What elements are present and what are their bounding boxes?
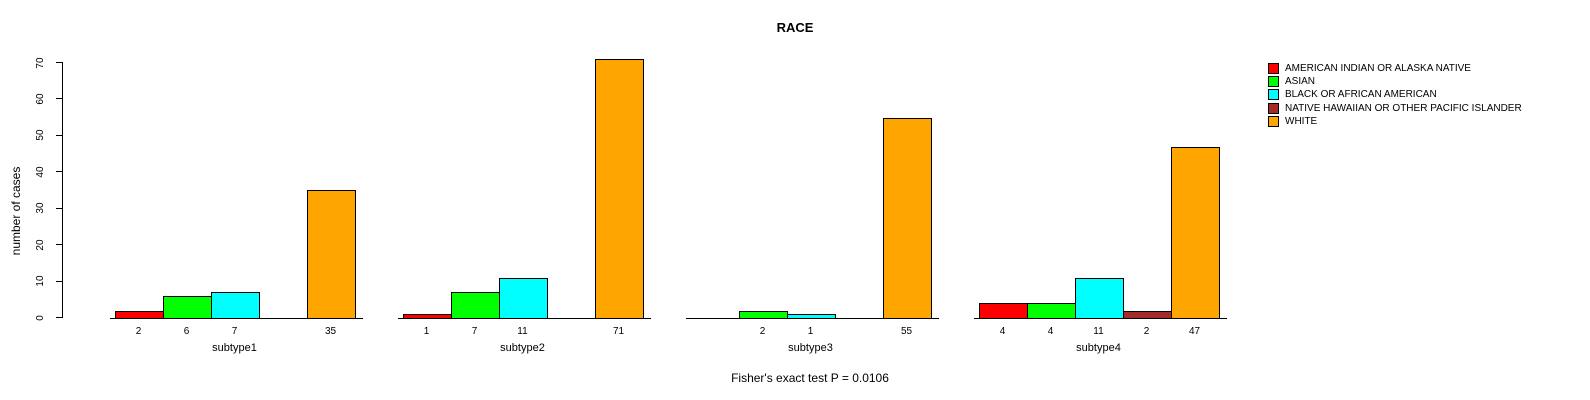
bar: [738, 310, 788, 319]
bar-value-label: 7: [471, 326, 478, 337]
legend-label: BLACK OR AFRICAN AMERICAN: [1285, 89, 1437, 101]
bar: [1170, 146, 1220, 319]
bar-value-label: 4: [999, 326, 1006, 337]
bar: [210, 291, 260, 319]
legend-swatch: [1268, 102, 1279, 114]
bar-value-label: 11: [1093, 326, 1104, 337]
bar: [306, 189, 356, 319]
fisher-test-caption: Fisher's exact test P = 0.0106: [731, 371, 889, 385]
group-label: subtype4: [1076, 342, 1121, 354]
bar-value-label: 7: [231, 326, 238, 337]
group-label: subtype2: [500, 342, 545, 354]
group-label: subtype1: [212, 342, 257, 354]
y-tick-label: 10: [35, 275, 46, 287]
bar-value-label: 2: [135, 326, 142, 337]
y-tick: [55, 98, 63, 100]
bar: [114, 310, 164, 319]
legend-swatch: [1268, 89, 1279, 101]
legend-swatch: [1268, 63, 1279, 74]
legend-label: AMERICAN INDIAN OR ALASKA NATIVE: [1285, 63, 1471, 74]
y-tick: [55, 171, 63, 173]
y-tick: [55, 62, 63, 63]
y-tick-label: 0: [35, 314, 46, 321]
y-tick: [55, 134, 63, 136]
bar: [1122, 310, 1172, 319]
bar-value-label: 11: [517, 326, 528, 337]
bar-value-label: 4: [1047, 326, 1054, 337]
y-tick: [55, 317, 63, 318]
bar: [162, 295, 212, 319]
bar-value-label: 47: [1188, 326, 1201, 337]
bar: [498, 277, 548, 319]
y-tick-label: 20: [35, 239, 46, 251]
y-tick: [55, 244, 63, 246]
bar: [402, 313, 452, 319]
bar-value-label: 55: [900, 326, 913, 337]
bar-value-label: 35: [324, 326, 337, 337]
bar-value-label: 1: [807, 326, 814, 337]
legend-label: ASIAN: [1285, 76, 1316, 88]
bar-value-label: 2: [759, 326, 766, 337]
y-tick: [55, 280, 63, 282]
bar: [882, 117, 932, 319]
bar: [450, 291, 500, 319]
bar: [594, 58, 644, 319]
y-tick: [55, 207, 63, 209]
y-axis-line: [62, 62, 63, 318]
bar-value-label: 71: [612, 326, 625, 337]
bar: [1074, 277, 1124, 319]
y-tick-label: 60: [35, 93, 46, 105]
bar: [786, 313, 836, 319]
chart-title: RACE: [776, 20, 814, 35]
y-tick-label: 50: [35, 129, 46, 141]
bar: [978, 302, 1028, 319]
bar-value-label: 1: [423, 326, 430, 337]
bar-value-label: 2: [1143, 326, 1150, 337]
legend-swatch: [1268, 115, 1279, 127]
legend-label: WHITE: [1285, 115, 1318, 127]
y-tick-label: 30: [35, 202, 46, 214]
y-tick-label: 70: [35, 56, 46, 69]
y-axis-label: number of cases: [9, 166, 23, 256]
legend-label: NATIVE HAWAIIAN OR OTHER PACIFIC ISLANDE…: [1285, 102, 1522, 114]
y-tick-label: 40: [35, 166, 46, 178]
legend-swatch: [1268, 76, 1279, 88]
bar: [1026, 302, 1076, 319]
group-label: subtype3: [788, 342, 833, 354]
bar-value-label: 6: [183, 326, 190, 337]
